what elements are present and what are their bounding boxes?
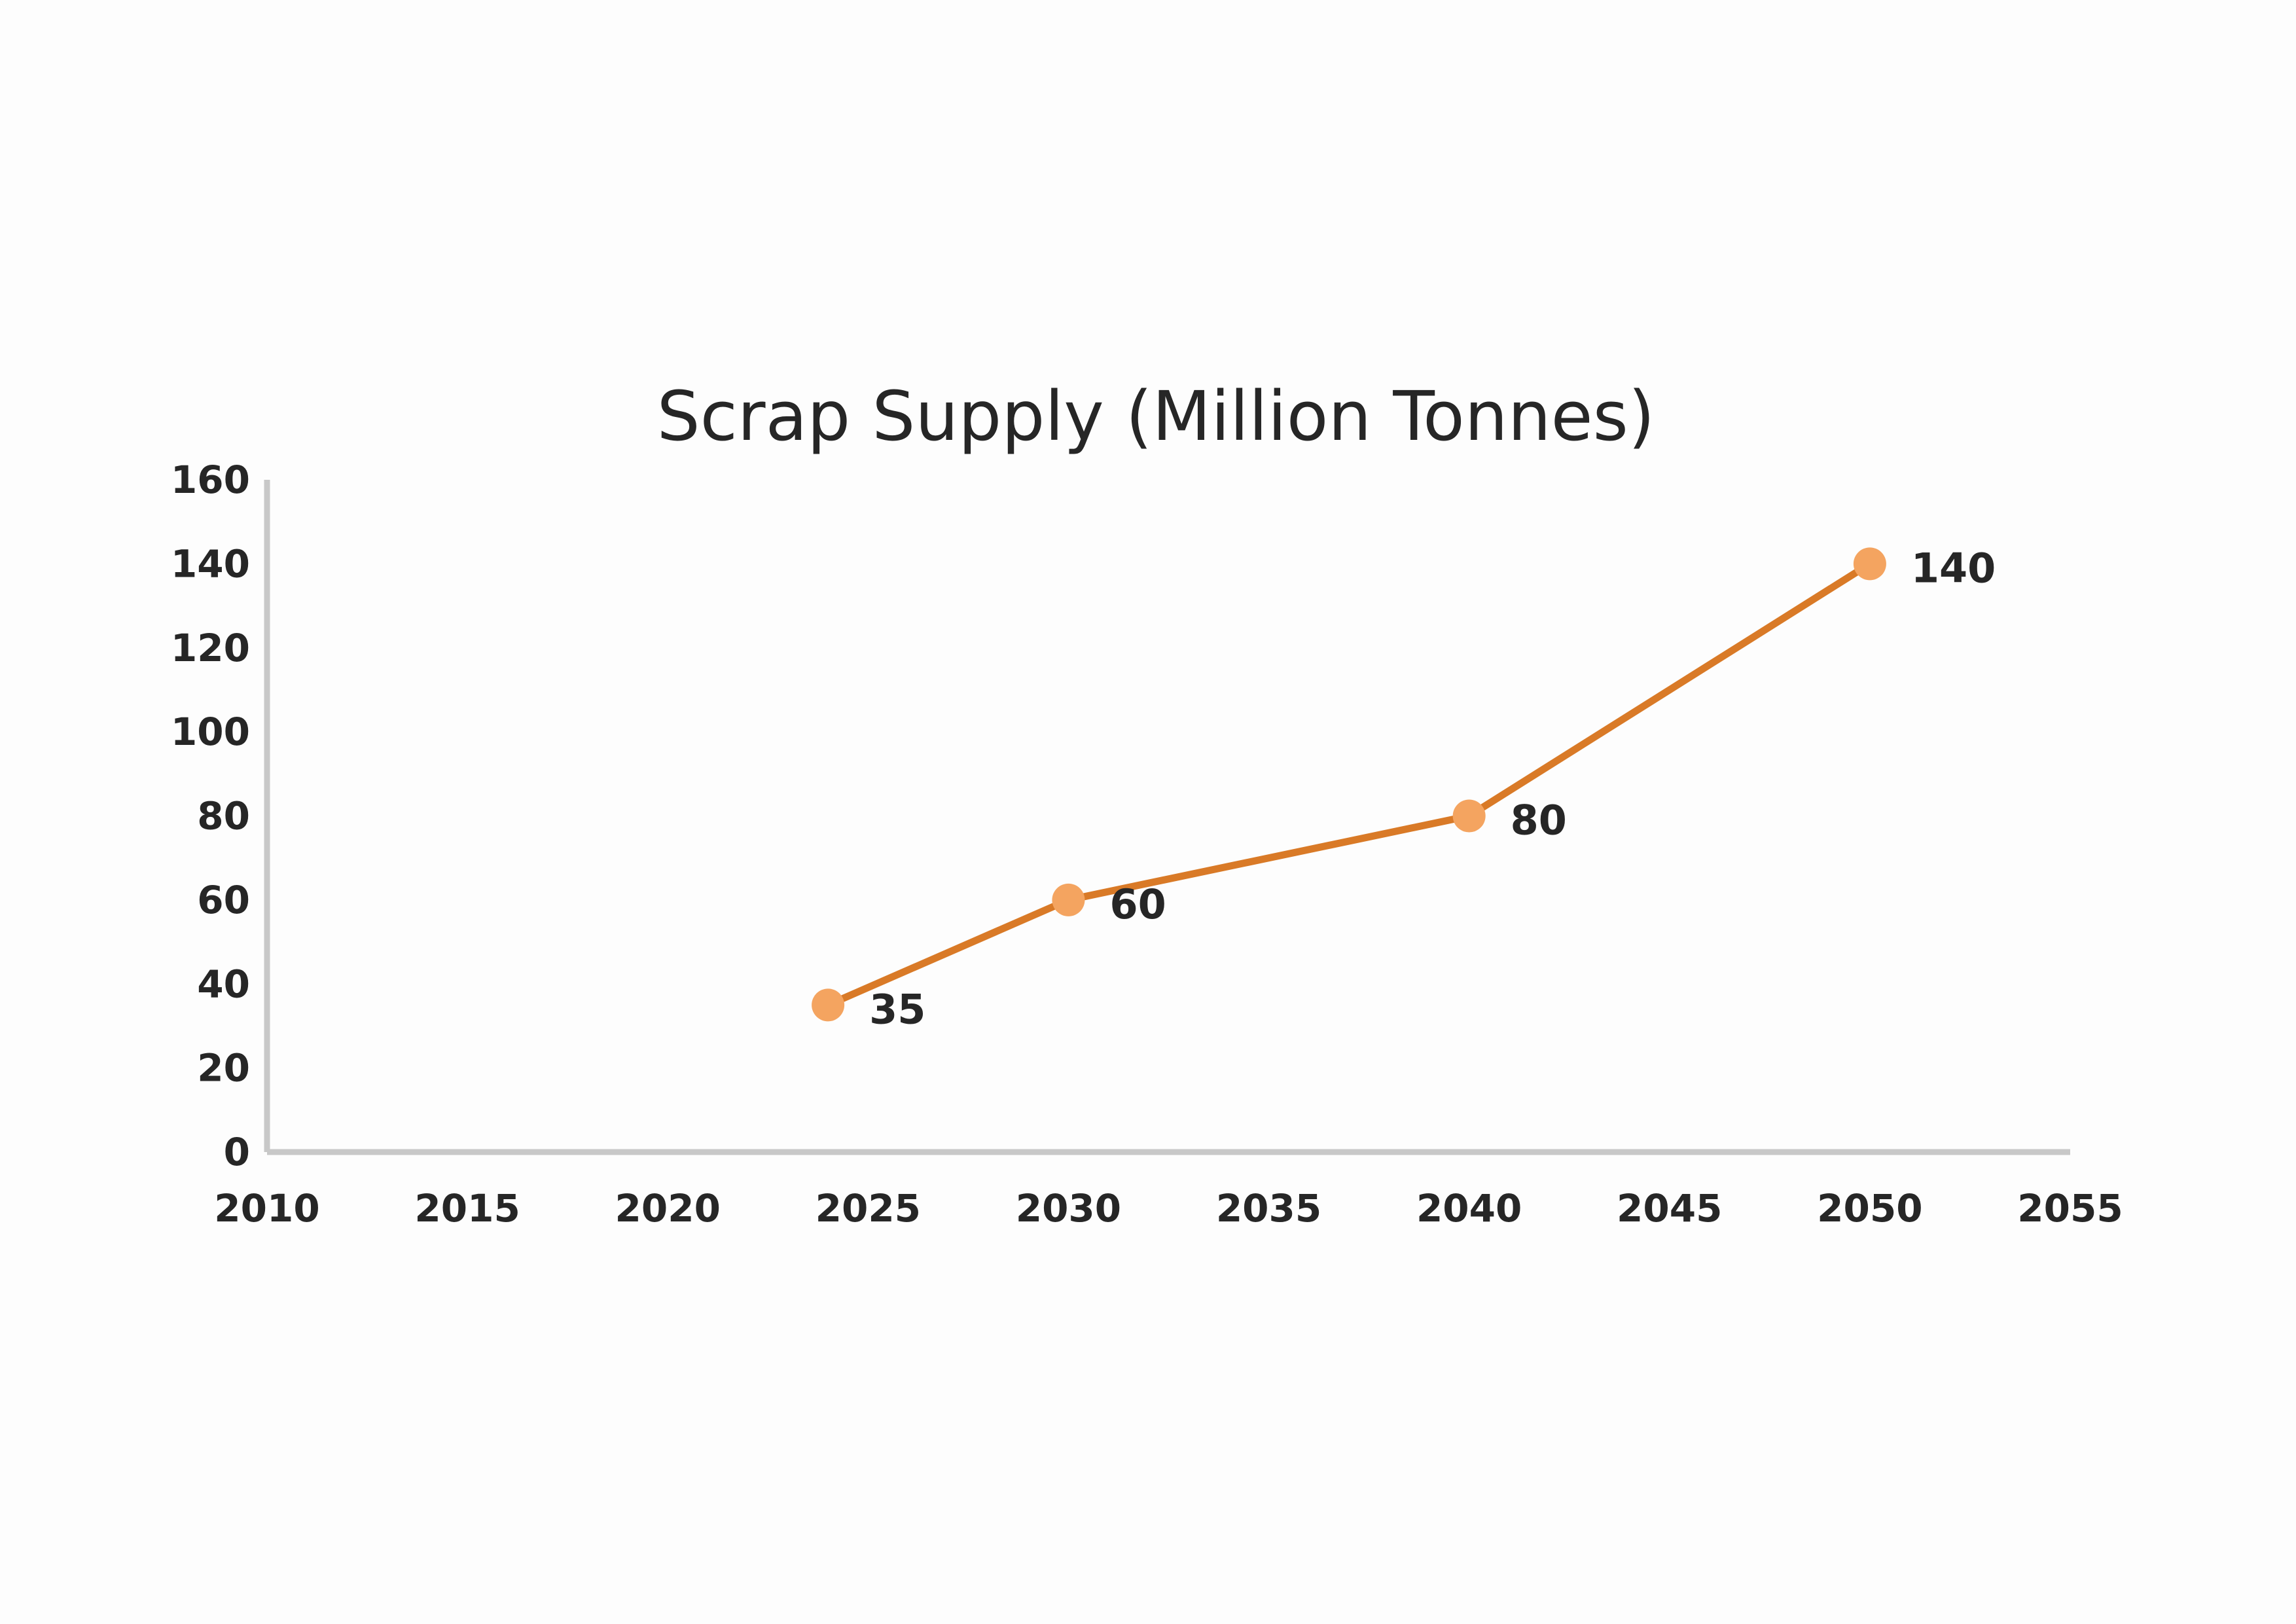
data-label: 60	[1109, 880, 1166, 928]
data-point-marker	[1452, 799, 1486, 833]
data-point-marker	[1052, 883, 1085, 916]
y-tick-label: 140	[171, 541, 250, 586]
y-tick-label: 0	[224, 1130, 250, 1174]
y-tick-label: 60	[197, 878, 250, 922]
data-labels: 35 60 80 140	[869, 544, 1996, 1033]
x-axis-tick-labels: 2010 2015 2020 2025 2030 2035 2040 2045 2050 2055	[214, 1186, 2123, 1231]
data-label: 140	[1911, 544, 1996, 592]
x-tick-label: 2010	[214, 1186, 319, 1231]
axes	[264, 480, 2070, 1155]
y-tick-label: 40	[197, 962, 250, 1006]
x-tick-label: 2045	[1617, 1186, 1722, 1231]
y-tick-label: 160	[171, 458, 250, 502]
x-tick-label: 2025	[816, 1186, 921, 1231]
data-label: 35	[869, 985, 925, 1033]
x-tick-label: 2050	[1817, 1186, 1922, 1231]
data-point-marker	[812, 988, 845, 1022]
y-tick-label: 100	[171, 710, 250, 754]
data-label: 80	[1511, 797, 1567, 844]
x-tick-label: 2040	[1416, 1186, 1522, 1231]
y-tick-label: 20	[197, 1046, 250, 1091]
y-tick-label: 80	[197, 794, 250, 839]
y-tick-label: 120	[171, 626, 250, 670]
x-tick-label: 2030	[1016, 1186, 1121, 1231]
data-point-marker	[1853, 547, 1886, 581]
x-tick-label: 2020	[615, 1186, 721, 1231]
y-axis-tick-labels: 0 20 40 60 80 100 120 140 160	[171, 458, 250, 1174]
chart-title: Scrap Supply (Million Tonnes)	[657, 376, 1655, 456]
x-tick-label: 2035	[1216, 1186, 1321, 1231]
x-tick-label: 2015	[414, 1186, 520, 1231]
x-tick-label: 2055	[2017, 1186, 2123, 1231]
series-scrap-supply	[812, 547, 1886, 1022]
series-line	[824, 560, 1874, 1009]
